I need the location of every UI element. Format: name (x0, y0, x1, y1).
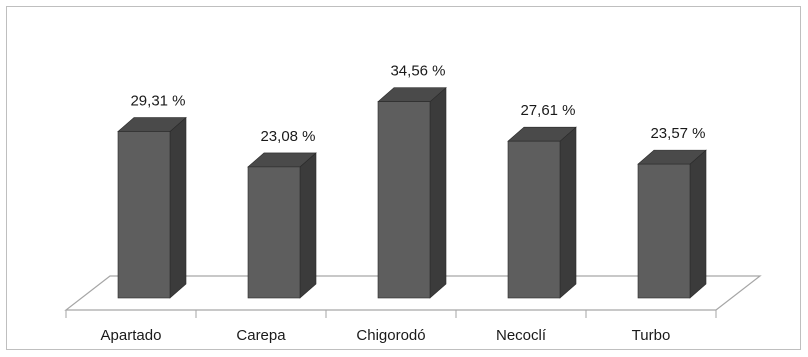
bar-side (169, 116, 187, 299)
bar-series (117, 87, 707, 299)
bar-side (429, 87, 447, 299)
chart-floor (64, 275, 762, 318)
bar-side (559, 126, 577, 299)
floor-plane (64, 275, 762, 311)
bar-side (299, 152, 317, 299)
bar-front (117, 131, 171, 299)
data-label: 27,61 % (520, 102, 575, 119)
bar-front (247, 166, 301, 299)
data-label: 34,56 % (390, 63, 445, 80)
category-label: Turbo (632, 327, 671, 344)
bar (507, 126, 577, 299)
category-label: Carepa (236, 327, 286, 344)
category-axis: Apartado Carepa Chigorodó Necoclí Turbo (101, 327, 671, 344)
data-labels: 29,31 % 23,08 % 34,56 % 27,61 % 23,57 % (130, 63, 705, 145)
bar (247, 152, 317, 299)
category-label: Necoclí (496, 327, 547, 344)
bar-front (507, 140, 561, 299)
data-label: 23,08 % (260, 128, 315, 145)
data-label: 23,57 % (650, 125, 705, 142)
bar (377, 87, 447, 299)
bar-front (637, 163, 691, 299)
bar-side (689, 149, 707, 299)
category-label: Chigorodó (356, 327, 425, 344)
bar (117, 116, 187, 299)
bar (637, 149, 707, 299)
category-label: Apartado (101, 327, 162, 344)
data-label: 29,31 % (130, 93, 185, 110)
bar-front (377, 101, 431, 299)
